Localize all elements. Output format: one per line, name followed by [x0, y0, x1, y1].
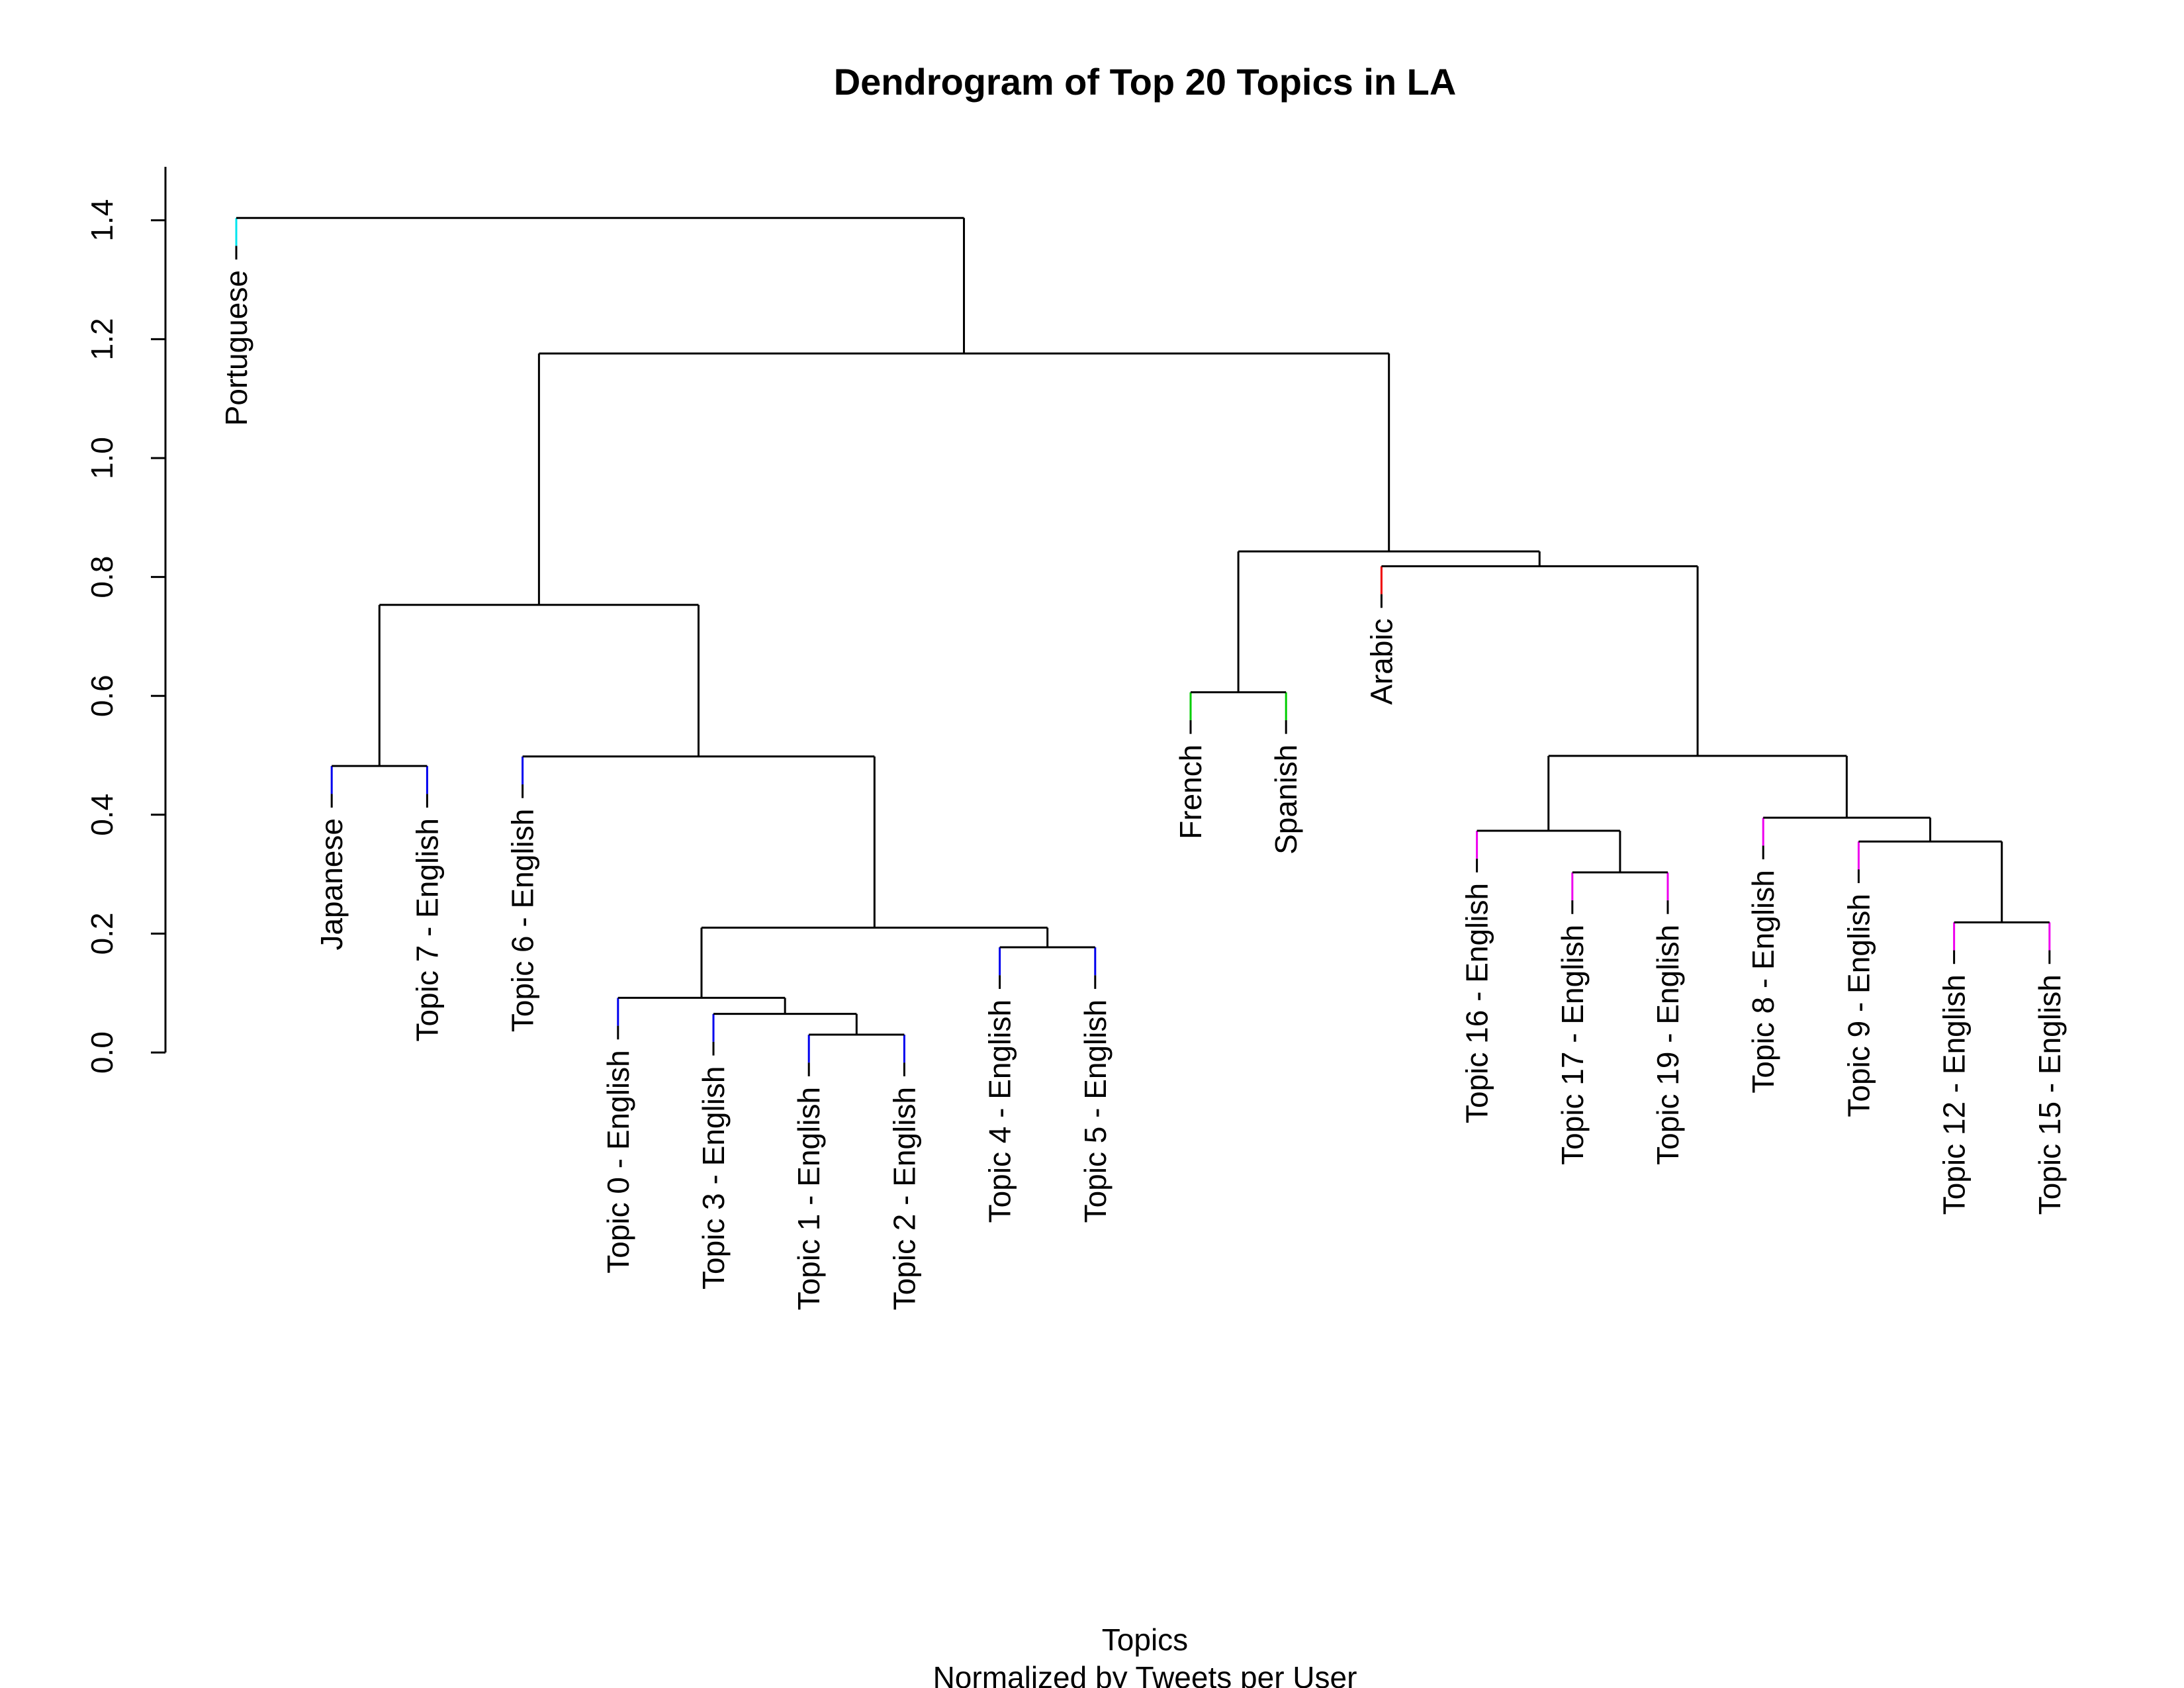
leaf-label: Topic 9 - English [1841, 894, 1876, 1117]
leaf-labels: Portuguese Japanese Topic 7 - English Topic… [219, 270, 2067, 1310]
leaf-label: Topic 15 - English [2032, 974, 2067, 1215]
y-tick-label: 1.2 [85, 318, 119, 360]
y-tick-label: 0.6 [85, 675, 119, 717]
y-axis: 0.0 0.2 0.4 0.6 0.8 1.0 1.2 1.4 [85, 166, 167, 1074]
chart-title: Dendrogram of Top 20 Topics in LA [834, 61, 1457, 103]
leaf-label: Portuguese [219, 270, 253, 426]
leaf-label: Topic 7 - English [410, 818, 444, 1042]
leaf-label: Topic 19 - English [1651, 925, 1685, 1165]
y-tick-label: 0.4 [85, 794, 119, 836]
leaf-label: Topic 6 - English [506, 809, 540, 1033]
dendrogram-tree [235, 216, 2051, 1076]
leaf-label: Topic 8 - English [1746, 870, 1780, 1094]
y-tick-label: 0.8 [85, 556, 119, 598]
leaf-label: Topic 4 - English [983, 1000, 1017, 1223]
leaf-label: Topic 5 - English [1078, 1000, 1113, 1223]
y-tick-label: 1.4 [85, 199, 119, 242]
x-axis-sublabel: Normalized by Tweets per User [933, 1660, 1357, 1688]
leaf-label: Topic 2 - English [887, 1087, 921, 1311]
leaf-label: Topic 0 - English [601, 1050, 635, 1274]
leaf-label: Topic 3 - English [696, 1066, 731, 1289]
x-axis-label: Topics [1102, 1622, 1188, 1657]
leaf-label: Spanish [1269, 745, 1303, 855]
leaf-label: Topic 16 - English [1460, 883, 1494, 1123]
leaf-label: French [1173, 745, 1208, 839]
y-tick-label: 0.2 [85, 912, 119, 955]
y-tick-label: 0.0 [85, 1031, 119, 1074]
leaf-label: Arabic [1364, 618, 1398, 704]
leaf-label: Japanese [314, 818, 349, 951]
leaf-label: Topic 12 - English [1937, 974, 1972, 1215]
leaf-label: Topic 1 - English [792, 1087, 826, 1311]
y-tick-label: 1.0 [85, 437, 119, 479]
leaf-label: Topic 17 - English [1555, 925, 1590, 1165]
